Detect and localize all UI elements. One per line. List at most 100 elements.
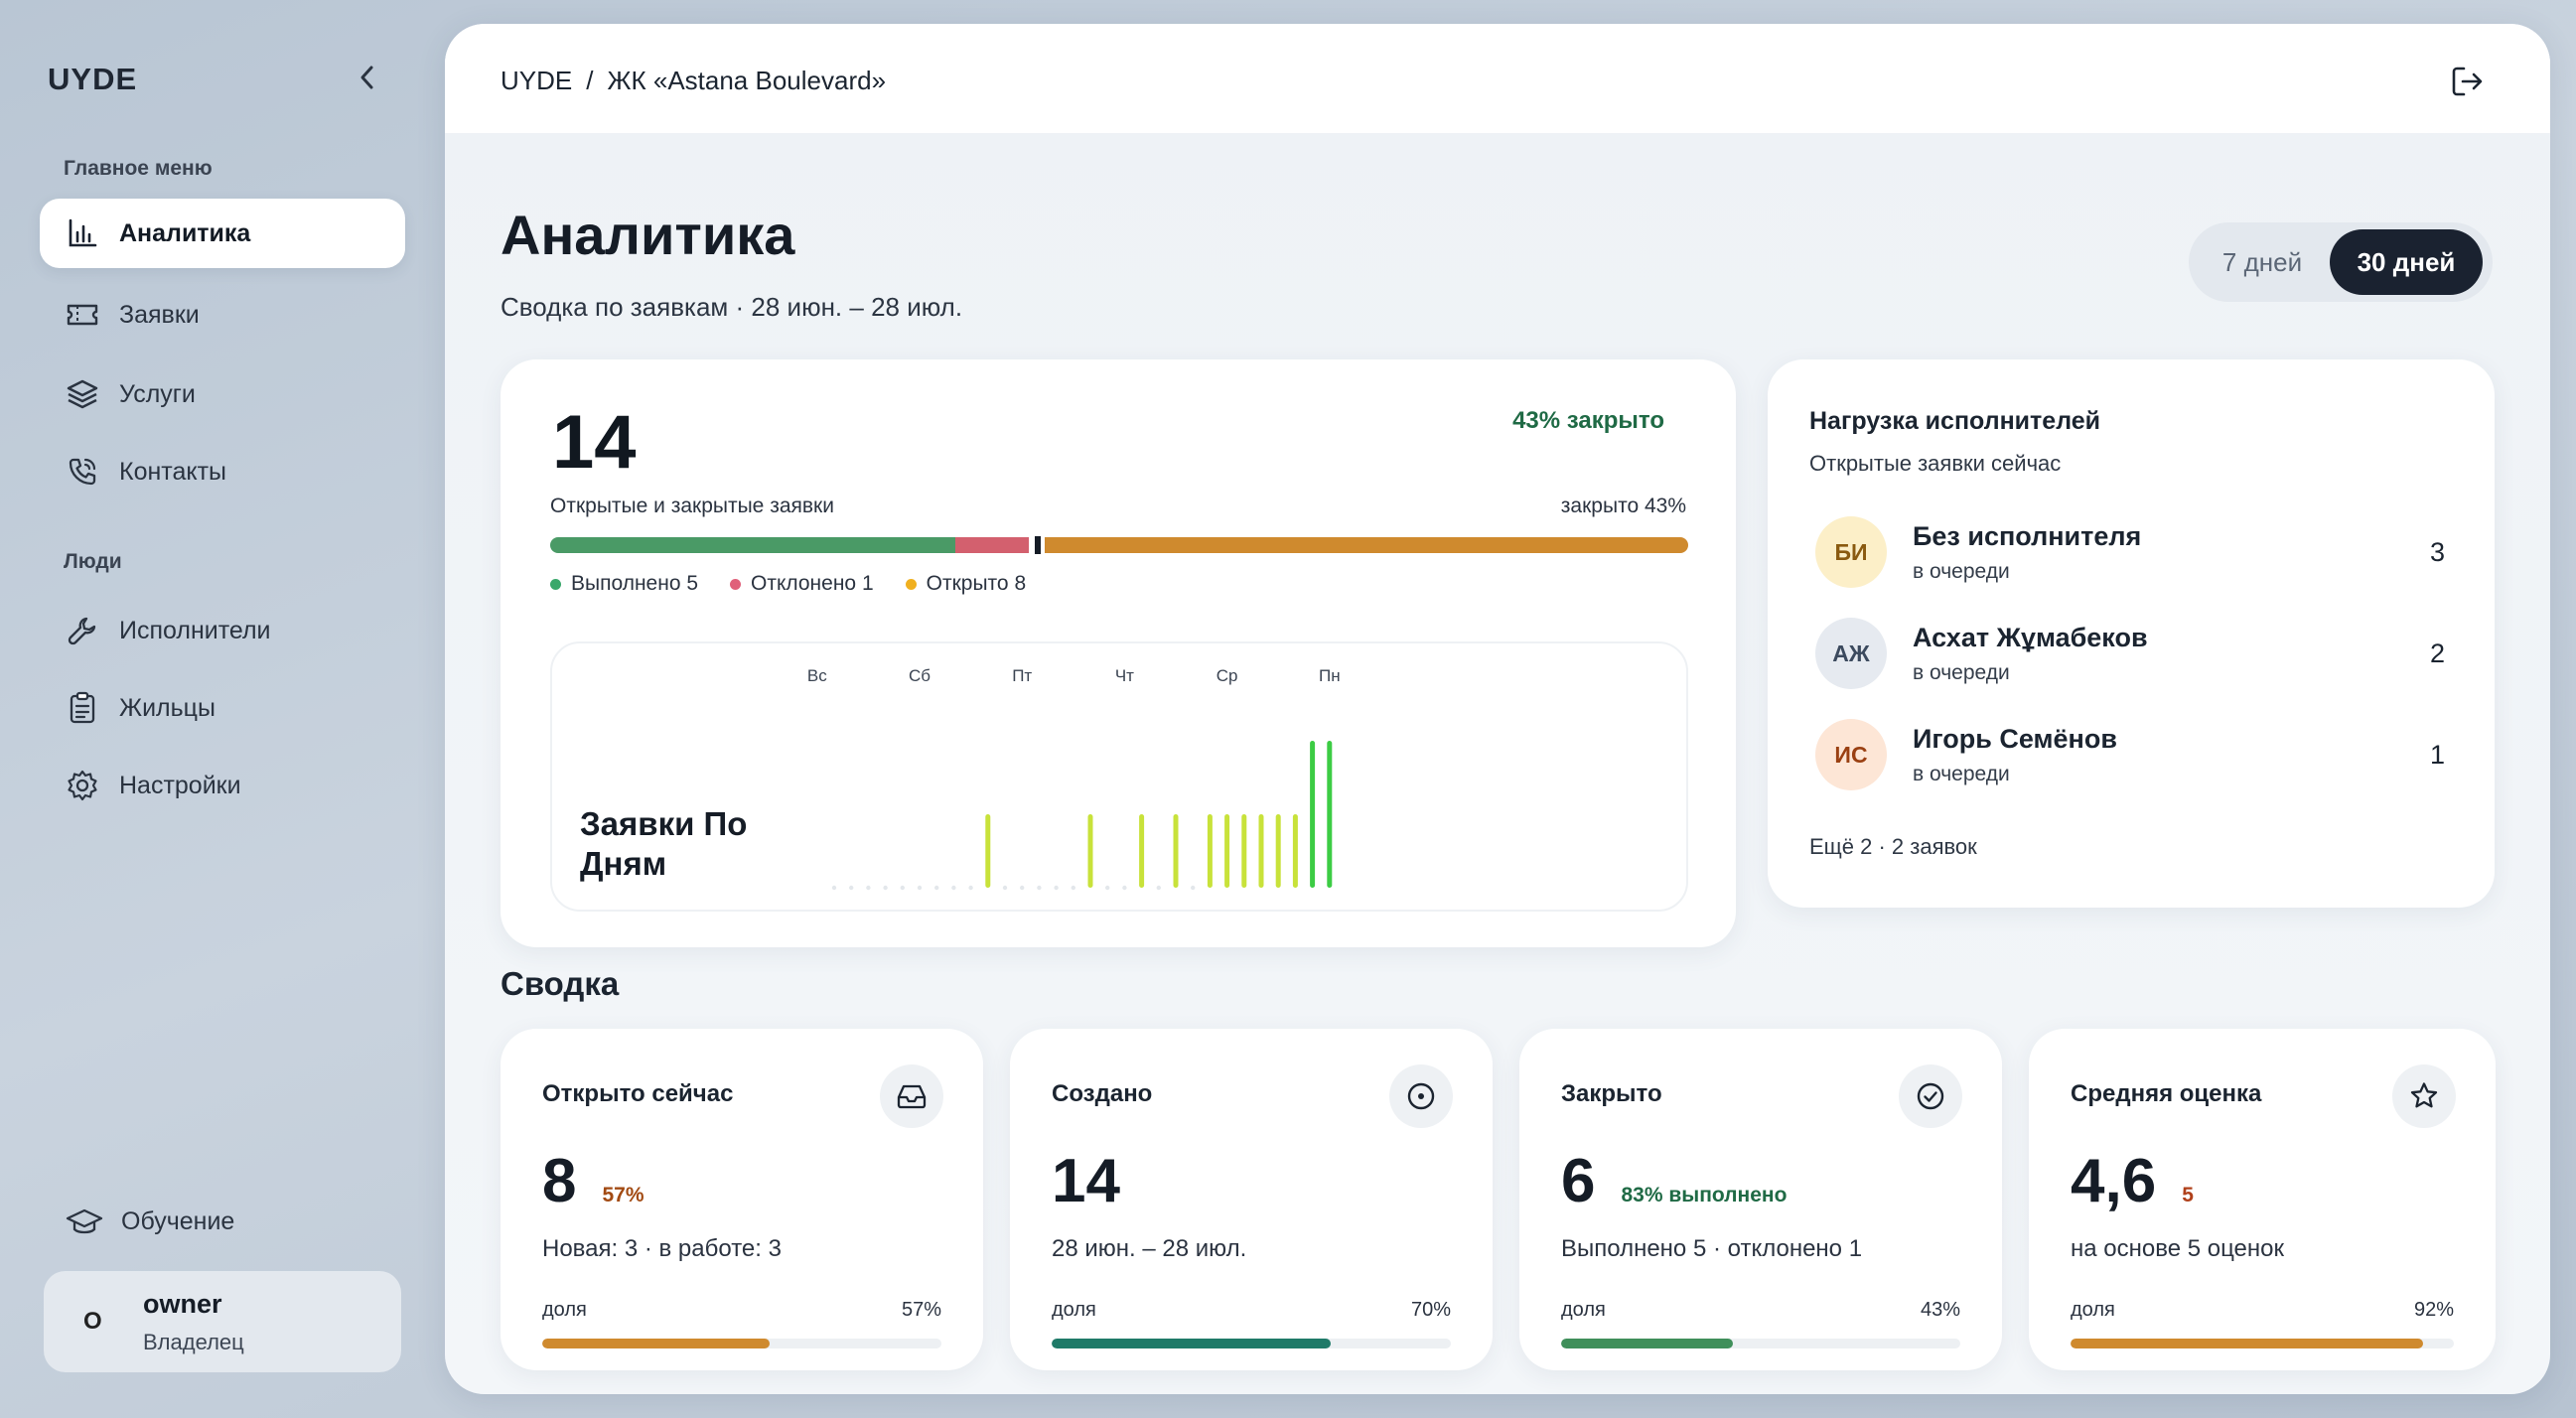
avatar: АЖ bbox=[1815, 618, 1887, 689]
stat-description: Выполнено 5 · отклонено 1 bbox=[1561, 1235, 1863, 1262]
clipboard-icon bbox=[64, 689, 101, 727]
avatar: БИ bbox=[1815, 516, 1887, 588]
sidebar-item-services[interactable]: Услуги bbox=[40, 359, 405, 429]
sidebar-item-label: Услуги bbox=[119, 379, 196, 408]
sidebar-item-label: Контакты bbox=[119, 457, 226, 486]
stat-badge: 83% выполнено bbox=[1621, 1184, 1788, 1206]
status-legend: Выполнено 5 Отклонено 1 Открыто 8 bbox=[550, 572, 1026, 596]
breadcrumb-current: ЖК «Astana Boulevard» bbox=[607, 66, 887, 95]
phone-icon bbox=[64, 453, 101, 491]
worker-status: в очереди bbox=[1913, 559, 2010, 583]
total-requests: 14 bbox=[552, 400, 637, 485]
share-bar bbox=[542, 1339, 941, 1348]
sidebar-item-label: Заявки bbox=[119, 300, 200, 329]
sidebar-item-settings[interactable]: Настройки bbox=[40, 751, 405, 820]
chart-bar[interactable] bbox=[1327, 741, 1333, 888]
collapse-sidebar-button[interactable] bbox=[350, 60, 385, 95]
worker-row[interactable]: ИС Игорь Семёнов в очереди 1 bbox=[1815, 715, 2451, 794]
stat-value-row: 14 bbox=[1052, 1146, 1146, 1216]
share-bar-fill bbox=[1052, 1339, 1332, 1348]
chart-tick-label: Сб bbox=[909, 666, 930, 685]
legend-dot bbox=[550, 578, 561, 590]
worker-name: Без исполнителя bbox=[1913, 520, 2142, 551]
stat-card-open: Открыто сейчас 8 57% Новая: 3 · в работе:… bbox=[501, 1029, 983, 1370]
chart-tick-label: Чт bbox=[1115, 666, 1134, 685]
sidebar-item-requests[interactable]: Заявки bbox=[40, 280, 405, 350]
chart-empty-dot bbox=[1191, 885, 1196, 891]
chart-tick-label: Пт bbox=[1012, 666, 1032, 685]
share-label: доля bbox=[1052, 1299, 1096, 1321]
range-7-days[interactable]: 7 дней bbox=[2221, 246, 2303, 277]
learning-link[interactable]: Обучение bbox=[64, 1202, 234, 1241]
chart-bar[interactable] bbox=[1292, 814, 1298, 888]
chart-tick-label: Пн bbox=[1319, 666, 1341, 685]
top-bar: UYDE / ЖК «Astana Boulevard» bbox=[445, 24, 2550, 133]
avatar: ИС bbox=[1815, 719, 1887, 790]
daily-requests-chart: Вс Сб Пт Чт Ср Пн Заявки По Дням bbox=[550, 641, 1688, 912]
ticket-icon bbox=[64, 296, 101, 334]
breadcrumb-root[interactable]: UYDE bbox=[501, 66, 573, 95]
worker-status: в очереди bbox=[1913, 762, 2010, 785]
main-menu-heading: Главное меню bbox=[64, 157, 213, 180]
share-bar-fill bbox=[2071, 1339, 2424, 1348]
main-panel: UYDE / ЖК «Astana Boulevard» Аналитика С… bbox=[445, 24, 2550, 1394]
worker-count: 1 bbox=[2429, 739, 2445, 770]
legend-rejected: Отклонено 1 bbox=[730, 572, 874, 596]
range-30-days[interactable]: 30 дней bbox=[2330, 229, 2483, 295]
chart-bar[interactable] bbox=[1173, 814, 1179, 888]
chart-bar[interactable] bbox=[1224, 814, 1230, 888]
stat-card-closed: Закрыто 6 83% выполнено Выполнено 5 · отк… bbox=[1519, 1029, 2002, 1370]
sidebar-item-performers[interactable]: Исполнители bbox=[40, 596, 405, 665]
stat-description: 28 июн. – 28 июл. bbox=[1052, 1235, 1247, 1262]
chart-empty-dot bbox=[917, 885, 923, 891]
user-name: owner bbox=[143, 1288, 222, 1319]
chart-empty-dot bbox=[849, 885, 854, 891]
page-subtitle: Сводка по заявкам · 28 июн. – 28 июл. bbox=[501, 292, 963, 322]
graduation-cap-icon bbox=[64, 1202, 105, 1241]
chart-empty-dot bbox=[1156, 885, 1161, 891]
worker-count: 2 bbox=[2429, 638, 2445, 668]
stat-value: 6 bbox=[1561, 1147, 1596, 1215]
chart-bar[interactable] bbox=[1241, 814, 1247, 888]
legend-done: Выполнено 5 bbox=[550, 572, 698, 596]
brand-logo: UYDE bbox=[48, 62, 138, 96]
star-icon bbox=[2392, 1064, 2456, 1128]
legend-open: Открыто 8 bbox=[905, 572, 1027, 596]
legend-label: Открыто 8 bbox=[926, 572, 1027, 595]
chevron-left-icon bbox=[360, 66, 373, 89]
breadcrumb-separator: / bbox=[586, 66, 594, 95]
chart-empty-dot bbox=[1122, 885, 1127, 891]
worker-row[interactable]: АЖ Асхат Жұмабеков в очереди 2 bbox=[1815, 614, 2451, 693]
sidebar-item-contacts[interactable]: Контакты bbox=[40, 437, 405, 506]
workload-more-link[interactable]: Ещё 2 · 2 заявок bbox=[1809, 834, 1977, 859]
status-stacked-bar bbox=[550, 536, 1688, 554]
chart-bar[interactable] bbox=[985, 814, 991, 888]
worker-name: Игорь Семёнов bbox=[1913, 723, 2117, 754]
chart-bar[interactable] bbox=[1087, 814, 1093, 888]
share-percent: 70% bbox=[1410, 1299, 1451, 1321]
chart-bar[interactable] bbox=[1275, 814, 1281, 888]
chart-bar[interactable] bbox=[1258, 814, 1264, 888]
logout-icon bbox=[2452, 67, 2483, 96]
chart-empty-dot bbox=[1020, 885, 1025, 891]
stat-value: 4,6 bbox=[2071, 1147, 2157, 1215]
breadcrumb: UYDE / ЖК «Astana Boulevard» bbox=[501, 66, 886, 96]
logout-button[interactable] bbox=[2445, 60, 2489, 103]
page-title: Аналитика bbox=[501, 204, 795, 266]
workload-title: Нагрузка исполнителей bbox=[1809, 407, 2101, 435]
bar-divider-marker bbox=[1035, 536, 1041, 554]
chart-bar[interactable] bbox=[1310, 741, 1316, 888]
sidebar-item-residents[interactable]: Жильцы bbox=[40, 673, 405, 743]
stat-value-row: 8 57% bbox=[542, 1146, 644, 1216]
sidebar-item-analytics[interactable]: Аналитика bbox=[40, 199, 405, 268]
chart-bar[interactable] bbox=[1139, 814, 1145, 888]
worker-row[interactable]: БИ Без исполнителя в очереди 3 bbox=[1815, 512, 2451, 592]
chart-empty-dot bbox=[900, 885, 905, 891]
stat-value-row: 4,6 5 bbox=[2071, 1146, 2194, 1216]
chart-bar[interactable] bbox=[1207, 814, 1213, 888]
gear-icon bbox=[64, 767, 101, 804]
worker-count: 3 bbox=[2429, 536, 2445, 567]
chart-empty-dot bbox=[934, 885, 939, 891]
user-profile-card[interactable]: O owner Владелец bbox=[44, 1271, 401, 1372]
avatar: O bbox=[83, 1308, 102, 1335]
